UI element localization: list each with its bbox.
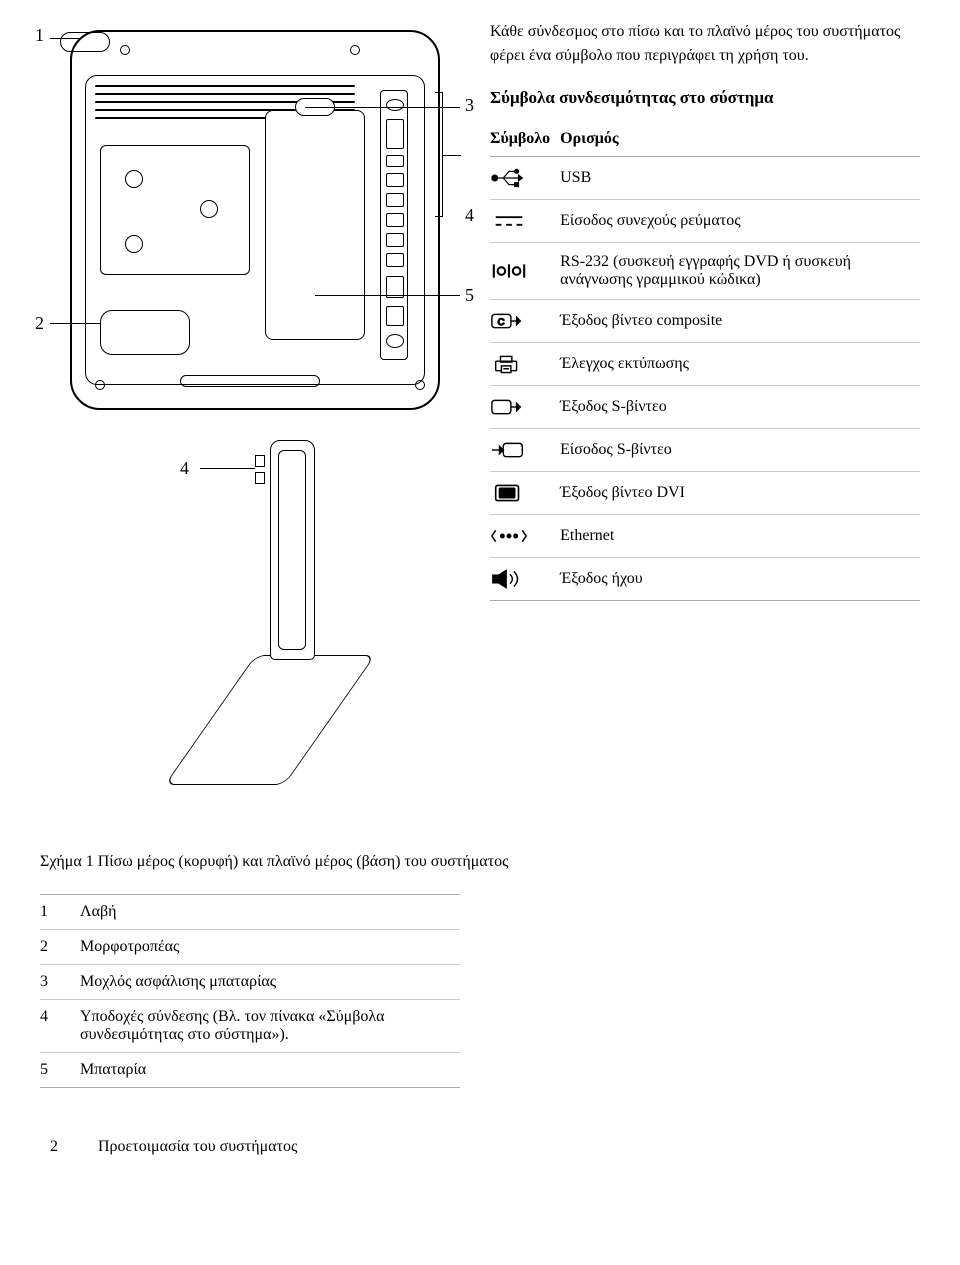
- symbol-label: Έξοδος S-βίντεο: [560, 386, 920, 429]
- figure-caption: Σχήμα 1 Πίσω μέρος (κορυφή) και πλαϊνό μ…: [40, 850, 920, 874]
- legend-label: Λαβή: [80, 895, 460, 930]
- page-number: 2: [50, 1138, 58, 1156]
- audio-out-icon: [490, 558, 560, 601]
- callout-5: 5: [465, 285, 474, 306]
- legend-label: Υποδοχές σύνδεσης (Βλ. τον πίνακα «Σύμβο…: [80, 1000, 460, 1053]
- callout-2: 2: [35, 313, 44, 334]
- symbols-table: Σύμβολο Ορισμός USB Είσοδος συνεχούς ρεύ…: [490, 122, 920, 601]
- legend-num: 2: [40, 930, 80, 965]
- table-header-symbol: Σύμβολο: [490, 122, 560, 157]
- symbol-label: Είσοδος S-βίντεο: [560, 429, 920, 472]
- symbol-label: RS-232 (συσκευή εγγραφής DVD ή συσκευή α…: [560, 243, 920, 300]
- dc-in-icon: [490, 200, 560, 243]
- symbol-label: Έξοδος ήχου: [560, 558, 920, 601]
- intro-text: Κάθε σύνδεσμος στο πίσω και το πλαϊνό μέ…: [490, 20, 920, 68]
- legend-label: Μοχλός ασφάλισης μπαταρίας: [80, 965, 460, 1000]
- callout-4: 4: [465, 205, 474, 226]
- device-side-diagram: 4: [140, 440, 420, 820]
- legend-num: 5: [40, 1053, 80, 1088]
- legend-num: 4: [40, 1000, 80, 1053]
- usb-icon: [490, 157, 560, 200]
- symbol-label: Ethernet: [560, 515, 920, 558]
- print-icon: [490, 343, 560, 386]
- ethernet-icon: [490, 515, 560, 558]
- callout-1: 1: [35, 25, 44, 46]
- symbol-label: Έξοδος βίντεο DVI: [560, 472, 920, 515]
- serial-icon: [490, 243, 560, 300]
- callout-3: 3: [465, 95, 474, 116]
- symbol-label: Είσοδος συνεχούς ρεύματος: [560, 200, 920, 243]
- symbols-table-heading: Σύμβολα συνδεσιμότητας στο σύστημα: [490, 88, 920, 108]
- symbol-label: Έλεγχος εκτύπωσης: [560, 343, 920, 386]
- legend-table: 1Λαβή 2Μορφοτροπέας 3Μοχλός ασφάλισης μπ…: [40, 894, 460, 1088]
- device-back-diagram: 1: [40, 20, 460, 420]
- symbol-label: Έξοδος βίντεο composite: [560, 300, 920, 343]
- composite-out-icon: C: [490, 300, 560, 343]
- svideo-in-icon: [490, 429, 560, 472]
- legend-num: 3: [40, 965, 80, 1000]
- dvi-out-icon: [490, 472, 560, 515]
- symbol-label: USB: [560, 157, 920, 200]
- callout-arm-4: 4: [180, 458, 189, 479]
- legend-label: Μορφοτροπέας: [80, 930, 460, 965]
- svideo-out-icon: [490, 386, 560, 429]
- chapter-title: Προετοιμασία του συστήματος: [98, 1138, 297, 1156]
- svg-text:C: C: [498, 317, 505, 328]
- legend-num: 1: [40, 895, 80, 930]
- legend-label: Μπαταρία: [80, 1053, 460, 1088]
- page-footer: 2 Προετοιμασία του συστήματος: [40, 1138, 920, 1156]
- table-header-definition: Ορισμός: [560, 122, 920, 157]
